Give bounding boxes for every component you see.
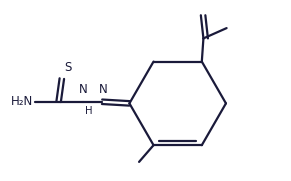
Text: H₂N: H₂N: [11, 95, 33, 108]
Text: S: S: [64, 61, 72, 74]
Text: N: N: [99, 83, 108, 96]
Text: H: H: [85, 106, 93, 116]
Text: N: N: [78, 83, 87, 96]
